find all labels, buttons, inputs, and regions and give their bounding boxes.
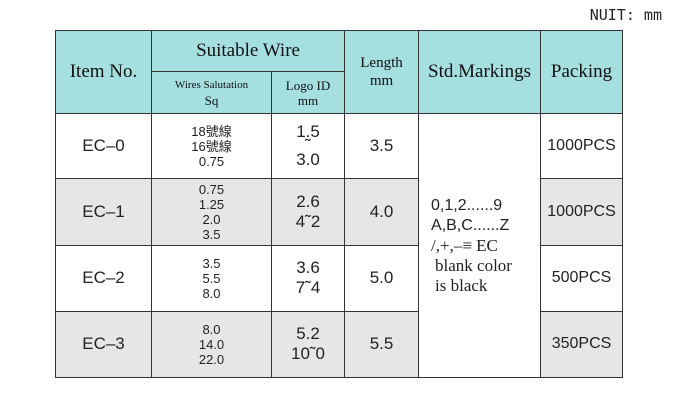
item-no-cell: EC–3 xyxy=(55,310,152,379)
logo-id-value: 2.6 xyxy=(296,192,320,211)
header-sq-unit: Sq xyxy=(204,92,219,108)
header-length-label: Length xyxy=(360,55,403,72)
wire-sq-value: 0.75 xyxy=(198,182,225,197)
logo-id-cell: 3.6 7˜4 xyxy=(270,244,346,312)
markings-symbols: /,+,–≡ EC xyxy=(431,235,498,255)
item-no-cell: EC–0 xyxy=(55,113,152,180)
header-logo-id-label: Logo ID xyxy=(285,77,331,93)
wire-sq-value: 8.0 xyxy=(202,285,221,301)
markings-digits: 0,1,2......9 xyxy=(431,196,503,214)
logo-id-cell: 2.6 4˜2 xyxy=(270,178,346,246)
spec-table: Item No. Suitable Wire Length mm Std.Mar… xyxy=(55,29,624,379)
wire-sq-value: 16號線 xyxy=(191,138,232,154)
wire-sq-cell: 3.5 5.5 8.0 xyxy=(151,244,272,312)
logo-id-value: 10˜0 xyxy=(290,344,326,364)
logo-id-value: 7˜4 xyxy=(295,278,321,298)
wire-sq-value: 14.0 xyxy=(198,336,225,352)
header-std-markings: Std.Markings xyxy=(418,29,542,115)
wire-sq-cell: 0.75 1.25 2.0 3.5 xyxy=(151,178,272,246)
header-logo-id: Logo ID mm xyxy=(270,71,346,115)
wire-sq-value: 3.5 xyxy=(202,255,221,271)
header-length-unit: mm xyxy=(369,73,394,90)
logo-id-cell: 5.2 10˜0 xyxy=(270,310,346,379)
packing-cell: 500PCS xyxy=(540,244,624,312)
header-length: Length mm xyxy=(344,29,420,115)
header-wires-salutation: Wires Salutation Sq xyxy=(151,71,272,115)
wire-sq-value: 18號線 xyxy=(191,123,232,139)
table-row: EC–3 8.0 14.0 22.0 5.2 10˜0 5.5 350PCS xyxy=(55,310,624,379)
length-cell: 3.5 xyxy=(344,113,420,180)
logo-id-value: 4˜2 xyxy=(295,212,321,231)
table-row: EC–1 0.75 1.25 2.0 3.5 2.6 4˜2 4.0 1000P… xyxy=(55,178,624,246)
wire-sq-value: 0.75 xyxy=(198,153,225,169)
header-item-no: Item No. xyxy=(55,29,152,115)
wire-sq-cell: 18號線 16號線 0.75 xyxy=(151,113,272,180)
logo-id-value: 3.6 xyxy=(296,258,320,278)
markings-letters: A,B,C......Z xyxy=(431,216,510,234)
std-markings-cell: 0,1,2......9 A,B,C......Z /,+,–≡ EC blan… xyxy=(418,113,542,378)
wire-sq-value: 3.5 xyxy=(202,227,221,242)
packing-cell: 1000PCS xyxy=(540,178,624,246)
length-cell: 5.0 xyxy=(344,244,420,312)
item-no-cell: EC–2 xyxy=(55,244,152,312)
markings-color-note: blank color xyxy=(435,255,512,275)
logo-id-tilde: ˜ xyxy=(305,136,311,156)
markings-color-note: is black xyxy=(435,275,488,295)
packing-cell: 1000PCS xyxy=(540,113,624,180)
wire-sq-value: 1.25 xyxy=(198,197,225,212)
wire-sq-value: 5.5 xyxy=(202,270,221,286)
unit-label: NUIT: mm xyxy=(589,6,662,24)
logo-id-value: 3.0 xyxy=(296,150,320,170)
logo-id-cell: 1.5 ˜ 3.0 xyxy=(270,113,346,180)
header-suitable-wire: Suitable Wire xyxy=(150,29,346,73)
length-cell: 5.5 xyxy=(344,310,420,379)
header-wires-salutation-label: Wires Salutation xyxy=(174,78,249,91)
packing-cell: 350PCS xyxy=(540,310,624,379)
item-no-cell: EC–1 xyxy=(55,178,152,246)
wire-sq-value: 8.0 xyxy=(202,321,221,337)
wire-sq-value: 22.0 xyxy=(198,351,225,367)
logo-id-value: 1.5 xyxy=(296,122,320,142)
header-packing: Packing xyxy=(540,29,624,115)
length-cell: 4.0 xyxy=(344,178,420,246)
wire-sq-value: 2.0 xyxy=(202,212,221,227)
wire-sq-cell: 8.0 14.0 22.0 xyxy=(151,310,272,379)
table-row: EC–0 18號線 16號線 0.75 1.5 ˜ 3.0 3.5 0,1,2.… xyxy=(55,113,624,378)
logo-id-value: 5.2 xyxy=(296,324,320,344)
header-logo-unit: mm xyxy=(297,92,319,108)
